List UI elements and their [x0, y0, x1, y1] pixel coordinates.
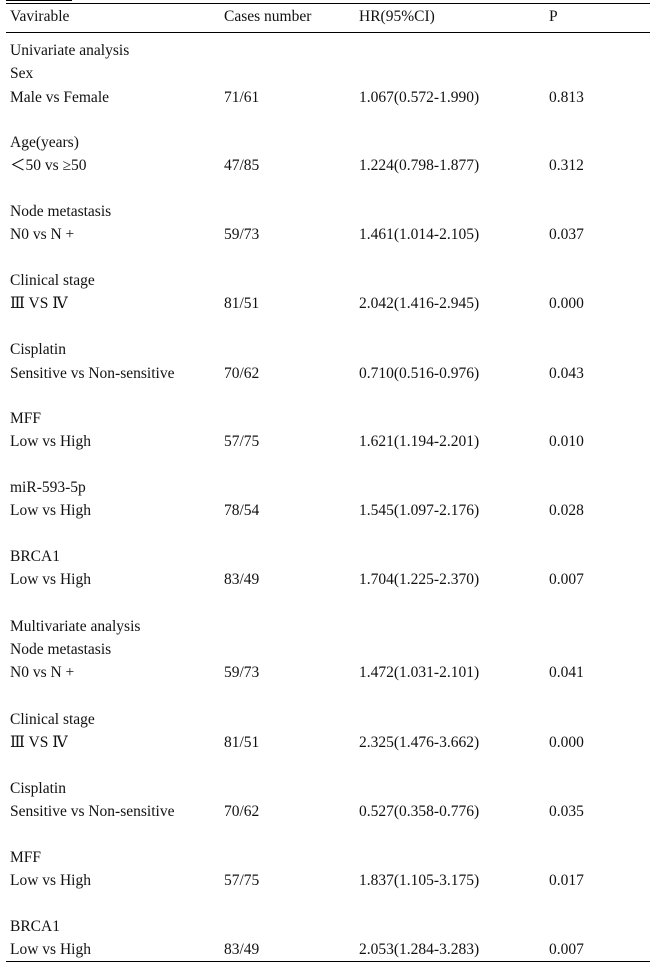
row-p: 0.037	[549, 226, 584, 243]
section-title: Multivariate analysis	[10, 618, 141, 635]
row-group: MFF	[10, 410, 42, 427]
row-hr: 1.545(1.097-2.176)	[359, 502, 480, 519]
table-top-notch	[6, 0, 72, 1]
row-cases: 57/75	[224, 433, 260, 450]
row-hr: 1.472(1.031-2.101)	[359, 664, 480, 681]
header-cases: Cases number	[224, 8, 312, 25]
row-group: Cisplatin	[10, 780, 66, 797]
row-hr: 1.067(0.572-1.990)	[359, 89, 480, 106]
row-comparison: Ⅲ VS Ⅳ	[10, 295, 68, 312]
table-bottom-rule	[6, 961, 650, 962]
row-hr: 1.621(1.194-2.201)	[359, 433, 480, 450]
row-group: Cisplatin	[10, 341, 66, 358]
header-hr: HR(95%CI)	[359, 8, 435, 25]
row-group: Node metastasis	[10, 203, 112, 220]
row-cases: 81/51	[224, 734, 260, 751]
row-comparison: Low vs High	[10, 502, 91, 519]
row-comparison: Low vs High	[10, 571, 91, 588]
row-cases: 78/54	[224, 502, 260, 519]
row-group: MFF	[10, 849, 42, 866]
row-p: 0.035	[549, 803, 584, 820]
row-group: BRCA1	[10, 548, 60, 565]
row-cases: 59/73	[224, 226, 260, 243]
row-comparison: N0 vs N +	[10, 664, 75, 681]
row-group: Node metastasis	[10, 641, 112, 658]
row-cases: 57/75	[224, 872, 260, 889]
row-comparison: Low vs High	[10, 433, 91, 450]
row-hr: 2.325(1.476-3.662)	[359, 734, 480, 751]
row-p: 0.041	[549, 664, 584, 681]
row-p: 0.017	[549, 872, 584, 889]
row-comparison: Low vs High	[10, 941, 91, 958]
row-group: Clinical stage	[10, 272, 95, 289]
row-hr: 2.053(1.284-3.283)	[359, 941, 480, 958]
row-cases: 70/62	[224, 365, 260, 382]
section-title: Univariate analysis	[10, 42, 130, 59]
row-p: 0.028	[549, 502, 584, 519]
row-cases: 71/61	[224, 89, 260, 106]
row-p: 0.007	[549, 571, 584, 588]
header-p: P	[549, 8, 558, 25]
row-hr: 1.224(0.798-1.877)	[359, 157, 480, 174]
row-cases: 81/51	[224, 295, 260, 312]
row-group: Sex	[10, 65, 34, 82]
row-comparison: N0 vs N +	[10, 226, 75, 243]
row-hr: 0.527(0.358-0.776)	[359, 803, 480, 820]
row-group: Clinical stage	[10, 711, 95, 728]
row-hr: 1.461(1.014-2.105)	[359, 226, 480, 243]
row-hr: 1.704(1.225-2.370)	[359, 571, 480, 588]
row-p: 0.043	[549, 365, 584, 382]
row-p: 0.813	[549, 89, 584, 106]
row-cases: 83/49	[224, 571, 260, 588]
row-comparison: Low vs High	[10, 872, 91, 889]
row-group: Age(years)	[10, 134, 79, 151]
row-comparison: ＜50 vs ≥50	[10, 157, 87, 174]
row-comparison: Sensitive vs Non-sensitive	[10, 365, 175, 382]
row-cases: 47/85	[224, 157, 260, 174]
row-hr: 0.710(0.516-0.976)	[359, 365, 480, 382]
table-header-rule	[6, 32, 650, 33]
row-p: 0.007	[549, 941, 584, 958]
table-top-rule	[6, 3, 650, 4]
row-cases: 83/49	[224, 941, 260, 958]
row-comparison: Ⅲ VS Ⅳ	[10, 734, 68, 751]
row-cases: 70/62	[224, 803, 260, 820]
header-variable: Vavirable	[10, 8, 70, 25]
row-comparison: Sensitive vs Non-sensitive	[10, 803, 175, 820]
row-p: 0.312	[549, 157, 584, 174]
row-p: 0.000	[549, 734, 584, 751]
row-group: miR-593-5p	[10, 479, 86, 496]
row-hr: 1.837(1.105-3.175)	[359, 872, 480, 889]
row-cases: 59/73	[224, 664, 260, 681]
row-p: 0.010	[549, 433, 584, 450]
row-group: BRCA1	[10, 918, 60, 935]
row-p: 0.000	[549, 295, 584, 312]
row-hr: 2.042(1.416-2.945)	[359, 295, 480, 312]
row-comparison: Male vs Female	[10, 89, 110, 106]
